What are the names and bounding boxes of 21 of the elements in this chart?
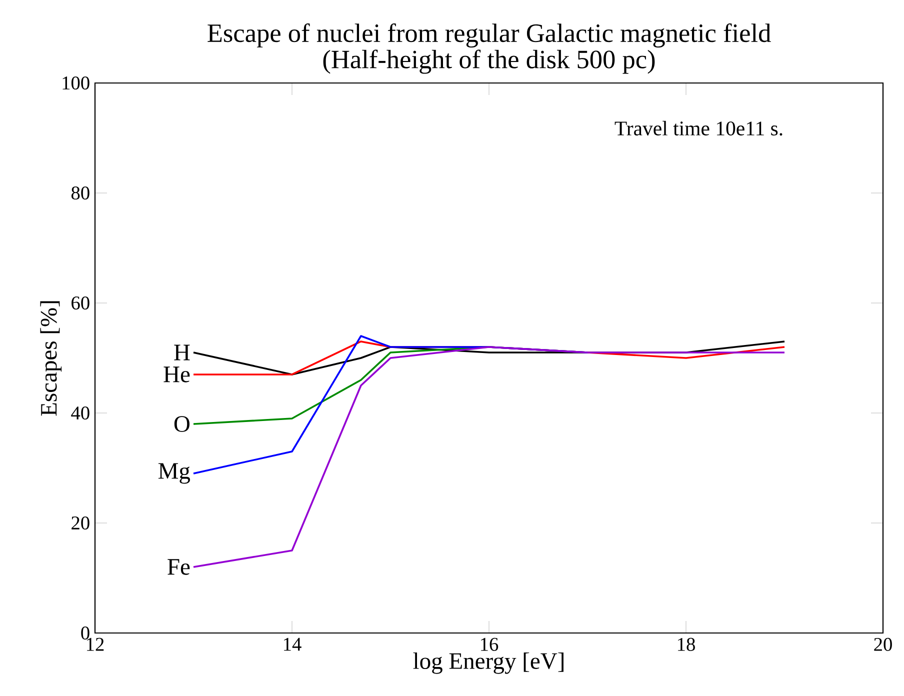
x-axis-title: log Energy [eV] <box>413 652 564 674</box>
x-tick-label: 14 <box>284 638 302 651</box>
y-tick-label: 80 <box>71 186 90 200</box>
y-tick-label: 100 <box>62 76 90 90</box>
series-label: Mg <box>158 463 190 484</box>
chart-title: Escape of nuclei from regular Galactic magnetic field <box>208 23 771 48</box>
y-tick-label: 60 <box>72 296 90 310</box>
annotation: Travel time 10e11 s. <box>614 120 782 136</box>
series-label: H <box>174 344 190 360</box>
x-tick-label: 16 <box>481 638 498 651</box>
y-tick-label: 40 <box>71 406 90 420</box>
x-tick-label: 20 <box>874 638 892 651</box>
y-axis-title: Escapes [%] <box>40 301 62 416</box>
x-tick-label: 12 <box>87 638 104 651</box>
x-tick-label: 18 <box>678 638 695 651</box>
chart-subtitle: (Half-height of the disk 500 pc) <box>323 50 655 74</box>
y-tick-label: 0 <box>81 626 90 640</box>
series-label: He <box>164 366 190 382</box>
series-label: O <box>174 416 190 432</box>
y-tick-label: 20 <box>72 516 90 530</box>
series-label: Fe <box>168 559 190 575</box>
